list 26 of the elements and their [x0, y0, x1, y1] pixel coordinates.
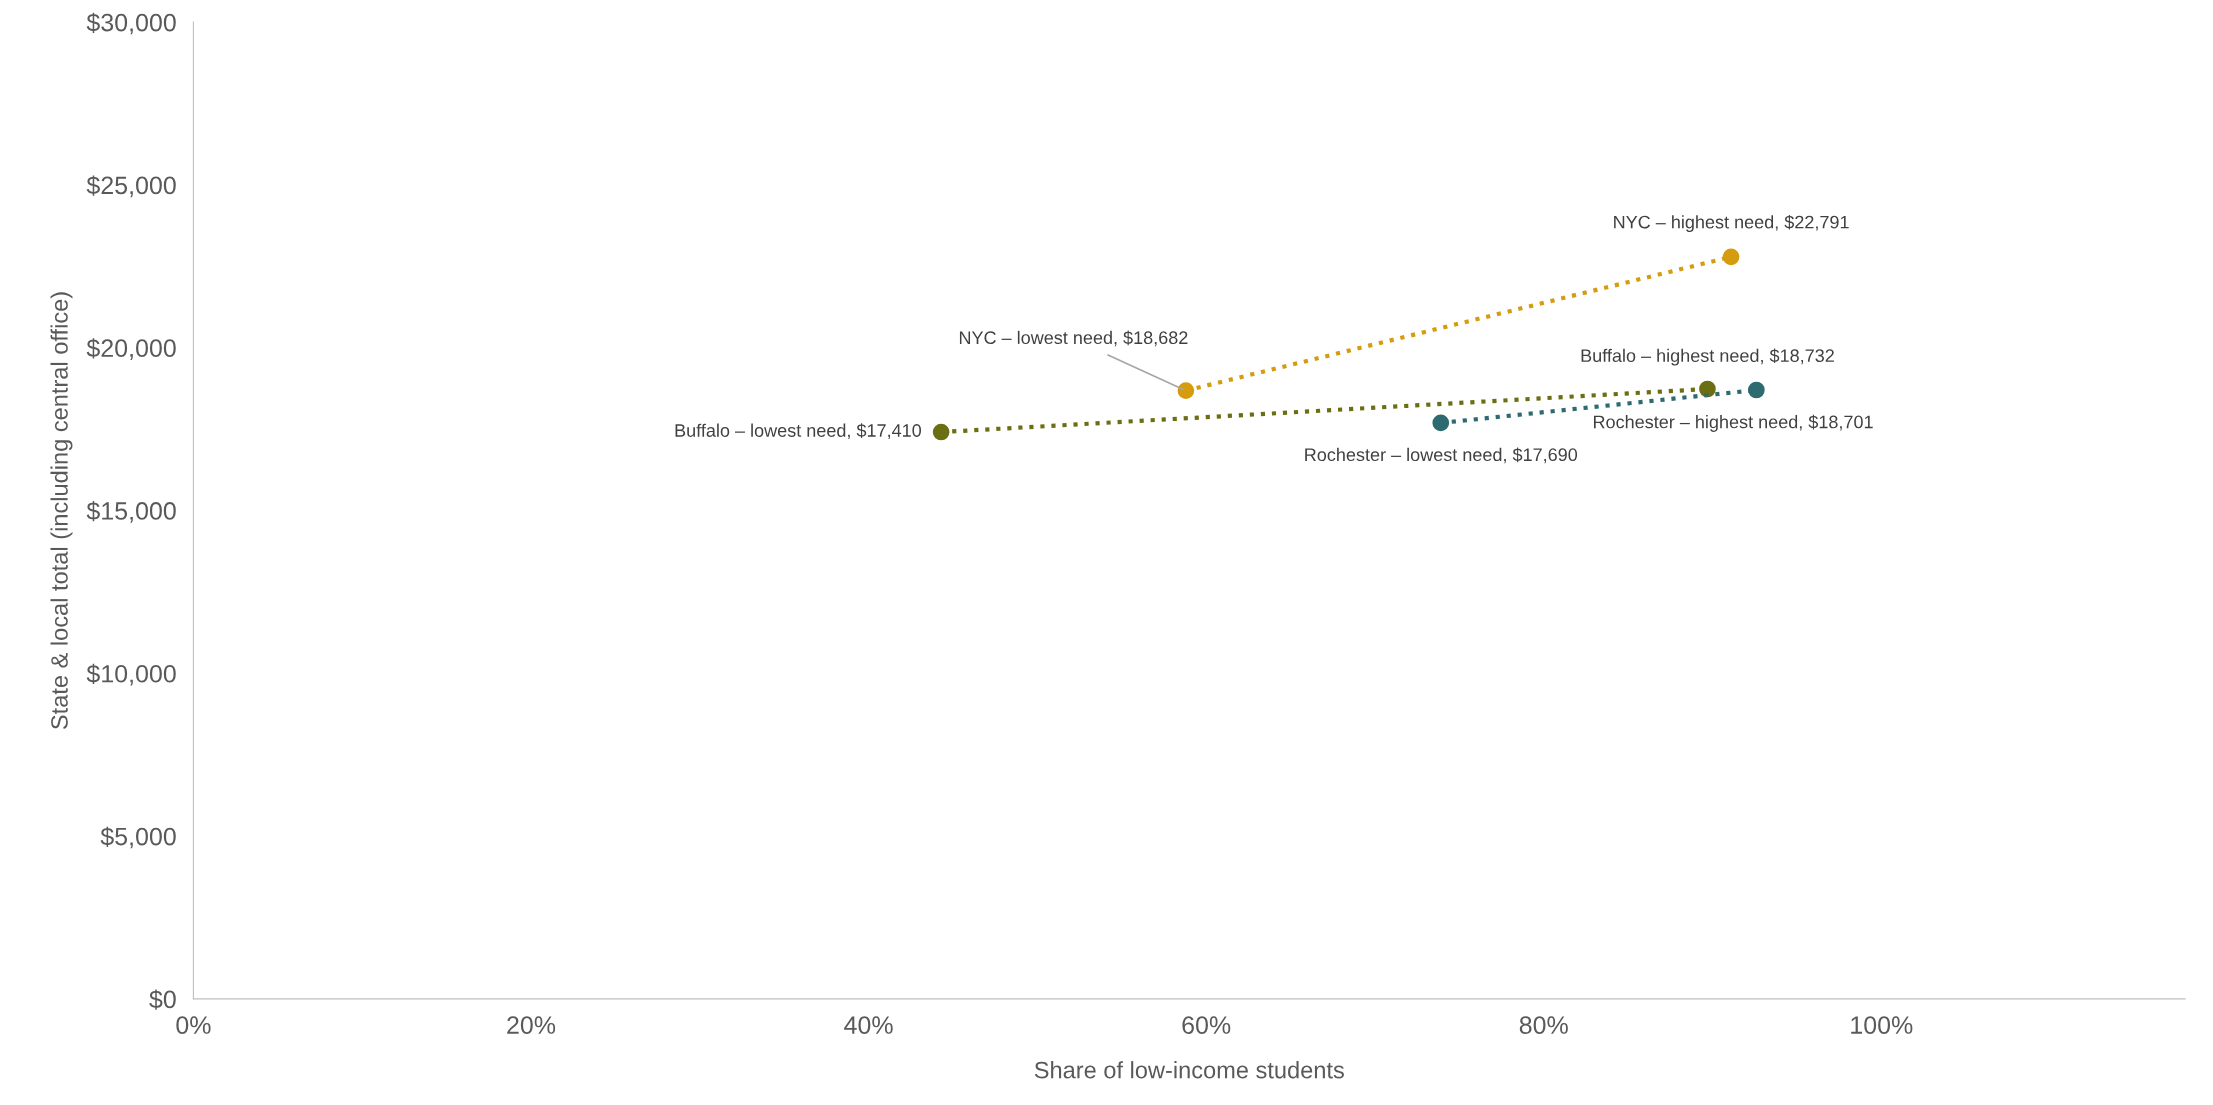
point: [932, 423, 950, 441]
annotation: NYC – lowest need, $18,682: [959, 330, 1188, 347]
x-tick-label: 60%: [1182, 1016, 1231, 1034]
y-tick-label: $30,000: [86, 12, 176, 35]
point: [1722, 248, 1740, 266]
point: [1432, 414, 1450, 432]
x-tick-label: 40%: [844, 1016, 893, 1034]
annotation: Buffalo – lowest need, $17,410: [675, 423, 922, 440]
x-axis-title: Share of low-income students: [1034, 1061, 1344, 1079]
x-tick-label: 80%: [1519, 1016, 1568, 1034]
annotation: NYC – highest need, $22,791: [1614, 214, 1849, 233]
x-tick-label: 100%: [1851, 1016, 1913, 1034]
point: [1177, 382, 1195, 399]
y-tick-label: $15,000: [86, 501, 176, 523]
y-tick-label: $0: [149, 989, 176, 1010]
x-tick-label: 20%: [507, 1016, 556, 1034]
y-tick-label: $25,000: [86, 175, 176, 198]
point: [1748, 381, 1765, 399]
x-tick-label: 0%: [176, 1016, 211, 1034]
y-tick-label: $20,000: [86, 338, 176, 360]
y-tick-label: $5,000: [100, 826, 176, 849]
annotation: Rochester – highest need, $18,701: [1593, 414, 1873, 432]
annotation: Buffalo – highest need, $18,732: [1581, 348, 1834, 366]
y-axis-title: State & local total (including central office): [50, 292, 73, 730]
annotation: Rochester – lowest need, $17,690: [1305, 447, 1578, 464]
y-tick-label: $10,000: [86, 663, 176, 686]
